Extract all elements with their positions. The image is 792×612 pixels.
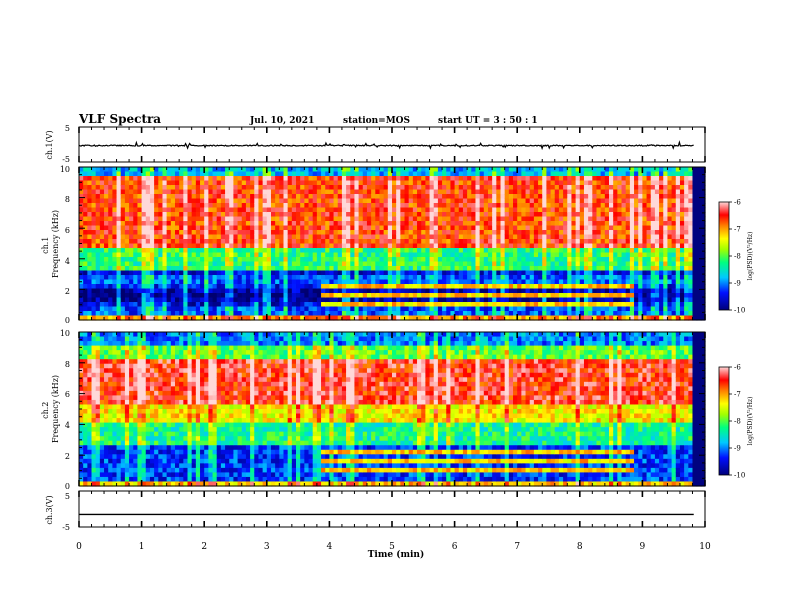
ch2-ytick-0: 0 [65,482,70,491]
ch2-spectrogram-image [79,332,706,487]
ch2-colorbar: -6 -7 -8 -9 -10 log(PSD)(V²/Hz) [718,364,754,480]
ch1-spectrogram-image [79,167,706,321]
colorbar-tick-label: -10 [734,472,745,480]
x-tick-label-0: 0 [76,542,82,552]
colorbar-tick-label: -10 [734,307,745,315]
ch1-waveform-ticks [78,127,706,162]
x-tick-label-6: 6 [452,542,458,552]
ch2-spectrogram-panel: 0 2 4 6 8 10 ch.2 Frequency (kHz) [41,329,706,491]
ch3-ytick-bottom: -5 [62,523,70,532]
x-tick-label-9: 9 [640,542,646,552]
colorbar-tick-label: -9 [734,445,741,453]
x-tick-label-8: 8 [577,542,583,552]
station-label: station=MOS [343,116,410,126]
ch1-ytick-0: 0 [65,316,70,325]
x-tick-label-7: 7 [514,542,520,552]
colorbar-tick-label: -8 [734,418,741,426]
ch1-spectrogram-panel: 0 2 4 6 8 10 ch.1 Frequency (kHz) [41,165,706,325]
ch1-colorbar: -6 -7 -8 -9 -10 log(PSD)(V²/Hz) [718,199,754,315]
ch3-ytick-top: 5 [65,492,70,501]
ch2-ytick-10: 10 [60,329,70,338]
ch2-colorbar-label: log(PSD)(V²/Hz) [747,397,754,446]
x-tick-label-5: 5 [389,542,395,552]
colorbar-tick-label: -6 [734,364,741,372]
start-time-label: start UT = 3 : 50 : 1 [438,116,538,126]
ch1-waveform-ylabel: ch.1(V) [45,130,54,159]
ch1-ytick-6: 6 [65,226,70,235]
ch1-colorbar-ticks: -6 -7 -8 -9 -10 [729,199,745,315]
ch1-colorbar-label: log(PSD)(V²/Hz) [747,232,754,281]
ch1-ytick-bottom: -5 [62,155,70,164]
ch1-ytick-4: 4 [65,257,70,266]
colorbar-tick-label: -7 [734,226,741,234]
ch2-ytick-8: 8 [65,360,70,369]
ch1-spectrogram-ylabel-line1: ch.1 [41,237,50,254]
ch2-spectrogram-ylabel-line2: Frequency (kHz) [51,375,60,443]
ch2-spectrogram-ticks [78,331,706,487]
ch2-spectrogram-ylabel: ch.2 Frequency (kHz) [41,375,60,443]
x-tick-label-10: 10 [699,542,711,552]
ch2-colorbar-ticks: -6 -7 -8 -9 -10 [729,364,745,480]
x-tick-label-2: 2 [201,542,207,552]
ch2-ytick-4: 4 [65,421,70,430]
ch1-spectrogram-ylabel-line2: Frequency (kHz) [51,210,60,278]
ch1-spectrogram-ticks [78,166,706,321]
ch1-spectrogram-ylabel: ch.1 Frequency (kHz) [41,210,60,278]
ch2-spectrogram-ylabel-line1: ch.2 [41,402,50,419]
colorbar-tick-label: -9 [734,280,741,288]
ch3-waveform-ylabel: ch.3(V) [45,495,54,524]
ch1-ytick-8: 8 [65,195,70,204]
x-axis-tick-labels: 0 1 2 3 4 5 6 7 8 9 10 [76,542,711,552]
x-tick-label-3: 3 [264,542,270,552]
ch2-ytick-2: 2 [65,452,70,461]
colorbar-tick-label: -7 [734,391,741,399]
ch1-colorbar-gradient [718,201,730,311]
ch1-ytick-2: 2 [65,287,70,296]
colorbar-tick-label: -6 [734,199,741,207]
ch1-waveform-panel: 5 -5 ch.1(V) [45,124,706,164]
ch1-ytick-top: 5 [65,124,70,133]
ch2-colorbar-gradient [718,366,730,476]
x-tick-label-4: 4 [327,542,333,552]
colorbar-tick-label: -8 [734,253,741,261]
ch3-waveform-panel: 5 -5 ch.3(V) [45,490,706,532]
x-tick-label-1: 1 [139,542,145,552]
ch1-waveform-line [78,140,694,151]
chart-title: VLF Spectra [78,112,161,126]
date-label: Jul. 10, 2021 [249,116,314,126]
ch3-waveform-ticks [78,491,706,527]
ch2-ytick-6: 6 [65,390,70,399]
x-axis-label: Time (min) [368,549,425,560]
ch1-ytick-10: 10 [60,165,70,174]
